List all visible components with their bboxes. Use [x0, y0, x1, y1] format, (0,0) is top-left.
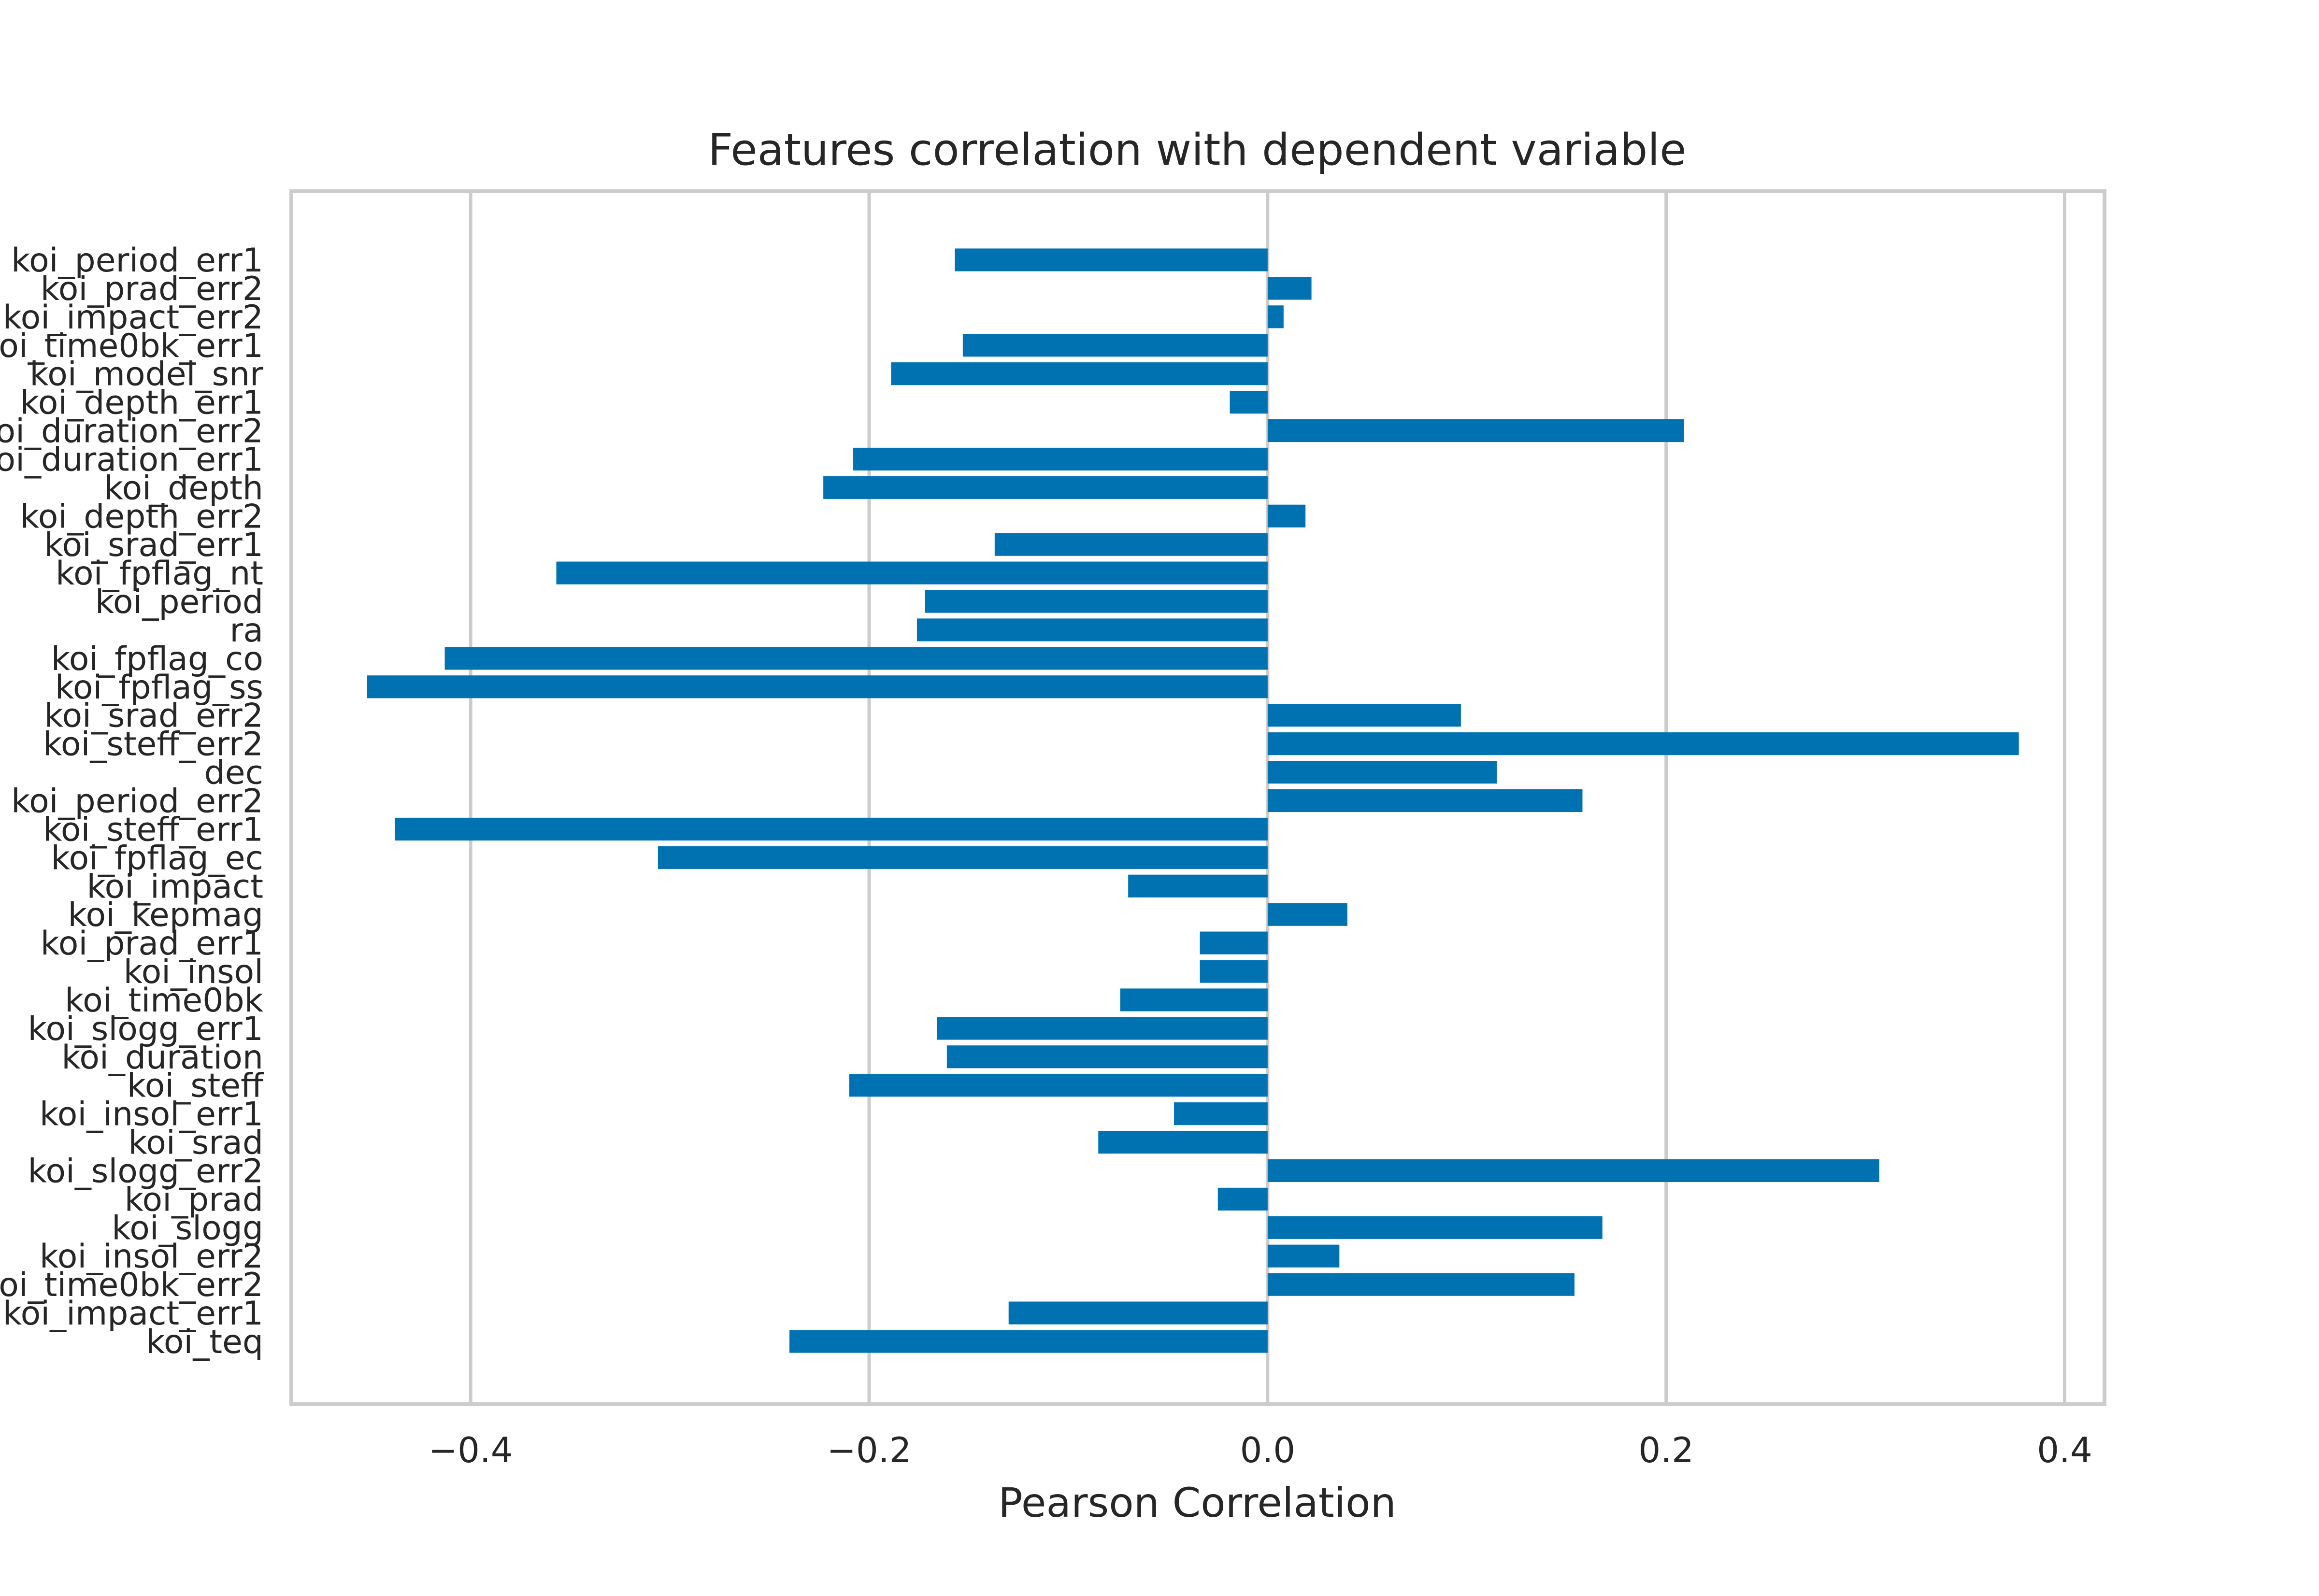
bar-koi-teq — [789, 1330, 1268, 1353]
category-label: koi_prad — [125, 1181, 263, 1219]
category-label: koi_fpflag_co — [51, 640, 263, 678]
category-label: ra — [229, 612, 263, 650]
category-label: koi_insol — [124, 953, 263, 991]
bar-koi-depth-err2 — [1267, 504, 1306, 527]
bar-koi-insol-err2 — [1267, 1244, 1340, 1268]
category-label: koi_slogg — [112, 1209, 263, 1247]
bar-koi-slogg-err2 — [1267, 1159, 1879, 1183]
category-label: koi_fpflag_ec — [51, 839, 263, 877]
x-tick-label: −0.4 — [429, 1430, 513, 1470]
category-label: koi_fpflag_ss — [55, 669, 263, 707]
category-label: koi_slogg_err1 — [28, 1010, 263, 1048]
category-label: koi_duration_err2 — [0, 413, 263, 451]
bar-koi-srad — [1098, 1130, 1268, 1154]
category-label: koi_insol_err1 — [40, 1096, 263, 1134]
category-label: koi_duration — [61, 1039, 263, 1077]
bar-koi-period-err1 — [955, 248, 1268, 271]
bar-dec — [1267, 761, 1497, 784]
bar-koi-kepmag — [1267, 903, 1347, 926]
bars — [367, 248, 2019, 1353]
x-tick-label: −0.2 — [827, 1430, 912, 1470]
bar-koi-time0bk-err1 — [962, 334, 1268, 357]
category-label: koi_impact_err1 — [3, 1295, 263, 1333]
bar-koi-duration — [946, 1045, 1268, 1069]
x-tick-label: 0.0 — [1240, 1430, 1296, 1470]
bar-koi-fpflag-ss — [367, 675, 1268, 698]
category-label: koi_period — [95, 583, 263, 621]
category-label: koi_impact — [87, 868, 263, 906]
category-label: koi_depth_err2 — [20, 498, 263, 536]
bar-ra — [916, 618, 1268, 641]
bar-koi-impact-err2 — [1267, 305, 1284, 328]
category-label: koi_prad_err2 — [41, 270, 263, 308]
category-label: koi_impact_err2 — [3, 299, 263, 337]
x-tick-labels: −0.4 −0.2 0.0 0.2 0.4 — [429, 1430, 2092, 1470]
bar-koi-srad-err1 — [994, 533, 1268, 556]
bar-koi-impact-err1 — [1008, 1301, 1268, 1325]
category-label: koi_period_err1 — [11, 242, 263, 280]
bar-koi-prad-err1 — [1200, 931, 1268, 955]
category-label: koi_steff_err2 — [43, 726, 263, 764]
category-label: koi_model_snr — [29, 356, 263, 394]
category-label: koi_teq — [146, 1323, 263, 1361]
bar-koi-insol — [1200, 960, 1268, 983]
bar-koi-impact — [1128, 874, 1268, 898]
category-label: koi_depth_err1 — [20, 384, 263, 422]
bar-koi-depth — [823, 476, 1268, 499]
category-label: koi_steff_err1 — [43, 811, 263, 849]
bar-koi-srad-err2 — [1267, 704, 1461, 727]
bar-koi-time0bk — [1120, 988, 1268, 1012]
bar-koi-fpflag-co — [444, 647, 1268, 670]
chart-title: Features correlation with dependent vari… — [708, 125, 1686, 175]
bar-koi-time0bk-err2 — [1267, 1273, 1575, 1296]
category-label: koi_time0bk_err1 — [0, 327, 263, 365]
category-label: koi_srad — [128, 1124, 263, 1162]
category-label: koi_slogg_err2 — [28, 1152, 263, 1190]
category-label: koi_steff — [127, 1067, 264, 1105]
bar-koi-period-err2 — [1267, 789, 1583, 812]
category-label: koi_kepmag — [68, 896, 263, 934]
category-labels: koi_period_err1koi_prad_err2koi_impact_e… — [0, 242, 264, 1361]
category-label: koi_srad_err2 — [44, 697, 264, 735]
category-label: koi_srad_err1 — [44, 526, 264, 564]
category-label: koi_time0bk — [65, 982, 264, 1020]
category-label: koi_prad_err1 — [41, 925, 263, 963]
category-label: koi_depth — [104, 469, 263, 507]
category-label: koi_time0bk_err2 — [0, 1266, 263, 1304]
x-tick-label: 0.2 — [1638, 1430, 1694, 1470]
bar-koi-depth-err1 — [1230, 391, 1268, 414]
category-label: koi_period_err2 — [11, 783, 263, 821]
bar-koi-insol-err1 — [1174, 1102, 1268, 1126]
bar-koi-steff — [849, 1074, 1268, 1097]
bar-koi-period — [925, 590, 1268, 613]
bar-koi-steff-err1 — [395, 817, 1268, 841]
category-label: koi_duration_err1 — [0, 441, 263, 479]
x-tick-label: 0.4 — [2037, 1430, 2092, 1470]
bar-koi-fpflag-nt — [556, 561, 1268, 584]
bar-koi-model-snr — [891, 362, 1268, 385]
bar-koi-slogg — [1267, 1216, 1603, 1239]
category-label: dec — [204, 754, 263, 792]
bar-koi-duration-err1 — [853, 447, 1268, 471]
x-axis-label: Pearson Correlation — [998, 1479, 1396, 1526]
bar-koi-duration-err2 — [1267, 419, 1684, 442]
category-label: koi_insol_err2 — [40, 1238, 263, 1276]
bar-koi-fpflag-ec — [658, 846, 1268, 869]
plot-frame — [289, 189, 2106, 1406]
category-label: koi_fpflag_nt — [56, 555, 263, 593]
bar-koi-prad-err2 — [1267, 277, 1312, 300]
bar-koi-prad — [1217, 1187, 1268, 1211]
bar-koi-steff-err2 — [1267, 732, 2019, 755]
bar-koi-slogg-err1 — [937, 1017, 1268, 1040]
